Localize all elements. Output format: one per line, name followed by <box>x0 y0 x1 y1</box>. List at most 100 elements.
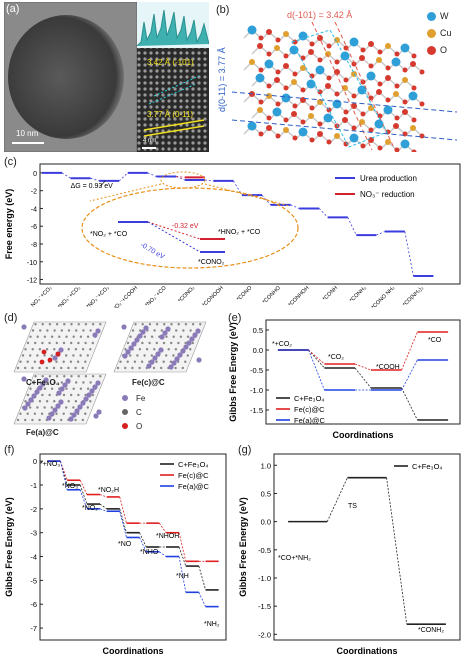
ytick-label: -1.5 <box>258 602 271 611</box>
urea-connector <box>204 179 214 182</box>
atom <box>402 77 408 83</box>
atom <box>283 85 289 91</box>
atom <box>368 127 374 133</box>
c-atom <box>143 335 147 338</box>
atom <box>359 119 365 125</box>
ytick-label: -6 <box>30 600 37 609</box>
legend-w: W <box>427 8 452 25</box>
c-atom <box>38 400 42 403</box>
connector <box>158 522 167 533</box>
atom <box>419 69 425 75</box>
free-energy-chart: 0 -2 -4 -6 -8 -10 -12 Free energy (eV) ΔG = 0.93… <box>4 163 461 314</box>
c-atom <box>84 375 88 378</box>
state-label: *NO <box>118 541 132 548</box>
panel-label-c: (c) <box>4 156 17 168</box>
c-atom <box>119 360 122 363</box>
connector <box>60 461 68 481</box>
atom <box>334 91 340 97</box>
atom <box>326 75 332 81</box>
atom <box>325 83 331 89</box>
atom <box>411 85 417 91</box>
fe-atom <box>122 353 128 359</box>
atom <box>366 71 376 81</box>
state-label: TS <box>348 503 357 510</box>
c-atom <box>36 354 39 357</box>
atom <box>258 67 264 73</box>
c-atom <box>65 335 68 338</box>
c-atom <box>84 323 88 326</box>
ytick-label: -6 <box>31 224 37 231</box>
c-atom <box>84 341 87 345</box>
fe-atom <box>52 355 58 361</box>
c-atom <box>33 412 37 415</box>
fe-atom <box>140 329 146 335</box>
c-atom <box>46 329 49 332</box>
connector <box>99 503 107 510</box>
y-axis-label: Gibbs Free Energy (eV) <box>238 497 248 597</box>
structure-model <box>113 321 207 373</box>
model-legend: Fe C O <box>122 392 145 434</box>
c-atom <box>172 335 175 338</box>
c-atom <box>67 400 70 403</box>
atom <box>283 53 289 59</box>
c-atom <box>189 329 192 332</box>
fe-atom <box>49 411 55 417</box>
panel-g: 1.0 0.5 0.0 -0.5 -1.0 -1.5 -2.0 Gibbs Free Ener… <box>234 444 465 656</box>
d-spacing-101-label: d(-101) = 3.42 Å <box>287 10 353 20</box>
ytick-label: 1.0 <box>261 461 271 470</box>
atom <box>275 69 281 75</box>
fe-atom <box>52 407 58 413</box>
c-atom <box>19 412 22 415</box>
atom <box>315 65 325 75</box>
atom <box>325 51 331 57</box>
state-label: *NO₂ <box>82 505 98 512</box>
xtick-label: *CONO <box>236 285 254 303</box>
state-label: *NO₃ <box>62 483 78 490</box>
atom <box>266 125 272 131</box>
legend-label: C+Fe₃O₄ <box>412 462 443 471</box>
connector <box>119 496 127 524</box>
atom <box>275 37 281 43</box>
connector <box>178 532 187 562</box>
c-atom <box>191 323 195 326</box>
fe-atom <box>174 356 180 362</box>
c-atom <box>186 354 189 357</box>
atom <box>360 111 366 117</box>
atom <box>343 77 349 83</box>
c-atom <box>38 418 41 422</box>
zoom-ellipse <box>160 171 206 189</box>
c-atom <box>65 354 68 357</box>
ytick-label: 0.0 <box>253 346 263 355</box>
atom <box>334 69 340 75</box>
tem-image <box>3 1 210 153</box>
fe-atom <box>77 404 83 410</box>
fe-atom <box>186 340 192 346</box>
c-atom <box>72 406 75 409</box>
c-atom <box>165 335 168 338</box>
c-atom <box>143 354 146 357</box>
atom <box>360 143 366 149</box>
c-atom <box>162 341 166 345</box>
atom <box>266 83 272 89</box>
c-atom <box>86 406 90 409</box>
atom <box>334 37 340 43</box>
no3-reduction-chart: 0 -1 -2 -3 -4 -5 -6 -7 Gibbs Free Energy (eV) Coo… <box>4 453 227 656</box>
c-atom <box>31 366 34 370</box>
c-atom <box>40 412 44 415</box>
ytick-label: -2 <box>30 505 37 514</box>
ytick-label: -1.0 <box>250 386 263 395</box>
c-atom <box>170 323 173 326</box>
inset-blue-label: -0.70 eV <box>139 242 166 261</box>
c-atom <box>84 360 87 363</box>
atom <box>266 29 272 35</box>
ytick-label: -1.5 <box>250 406 263 415</box>
c-atom <box>62 393 66 397</box>
c-atom <box>79 354 82 357</box>
fe-atom <box>46 415 52 421</box>
atom <box>317 131 323 137</box>
connector <box>198 565 206 591</box>
c-atom <box>175 329 178 332</box>
atom <box>368 105 374 111</box>
inset-hno2-label: *HNO₂ + *CO <box>218 229 261 236</box>
atom <box>298 31 308 41</box>
